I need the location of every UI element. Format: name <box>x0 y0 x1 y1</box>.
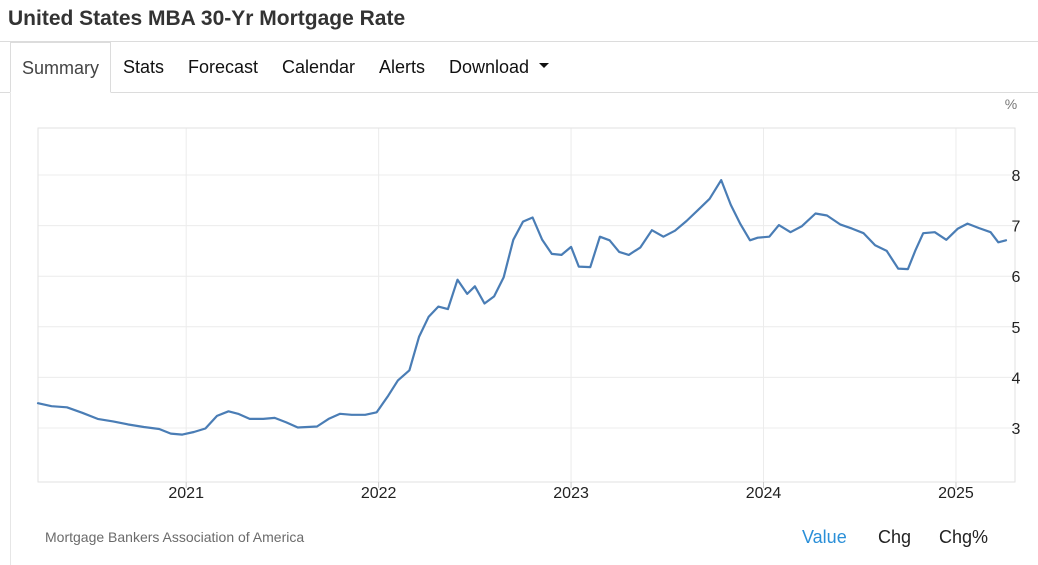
x-tick-label: 2023 <box>553 485 589 502</box>
y-tick-label: 7 <box>1012 219 1021 236</box>
tab-download[interactable]: Download <box>449 42 550 93</box>
x-tick-label: 2022 <box>361 485 397 502</box>
tab-alerts[interactable]: Alerts <box>379 57 426 77</box>
x-tick-label: 2021 <box>168 485 204 502</box>
series-line <box>36 179 1008 436</box>
series-group <box>36 179 1008 436</box>
tab-bar: Summary Stats Forecast Calendar Alerts D… <box>0 42 1038 93</box>
y-tick-label: 3 <box>1012 421 1021 438</box>
tab-stats[interactable]: Stats <box>123 57 165 77</box>
tab-download-label: Download <box>449 57 530 77</box>
option-chg[interactable]: Chg <box>878 527 912 547</box>
option-value[interactable]: Value <box>802 527 847 547</box>
page-title: United States MBA 30-Yr Mortgage Rate <box>8 7 406 30</box>
x-axis: 2021 2022 2023 2024 2025 <box>168 482 974 502</box>
tab-summary[interactable]: Summary <box>10 42 111 93</box>
tab-forecast[interactable]: Forecast <box>188 57 259 77</box>
x-tick-label: 2025 <box>938 485 974 502</box>
mortgage-rate-chart: 3 4 5 6 7 8 2021 2022 2023 2024 2025 % <box>36 96 1021 502</box>
y-tick-label: 6 <box>1012 269 1021 286</box>
chart-grid <box>38 128 1015 482</box>
content-left-border <box>10 93 11 565</box>
option-chg-pct[interactable]: Chg% <box>939 527 989 547</box>
y-tick-label: 8 <box>1012 168 1021 185</box>
y-tick-label: 4 <box>1012 370 1021 387</box>
tab-calendar[interactable]: Calendar <box>282 57 356 77</box>
tabs-divider <box>0 92 1038 93</box>
source-attribution: Mortgage Bankers Association of America <box>45 529 305 545</box>
plot-area-frame <box>37 127 1016 483</box>
title-divider <box>0 41 1038 42</box>
y-axis: 3 4 5 6 7 8 <box>1012 168 1021 438</box>
caret-down-icon <box>539 62 550 68</box>
y-axis-unit-label: % <box>1005 96 1017 112</box>
y-tick-label: 5 <box>1012 320 1021 337</box>
x-tick-label: 2024 <box>746 485 782 502</box>
